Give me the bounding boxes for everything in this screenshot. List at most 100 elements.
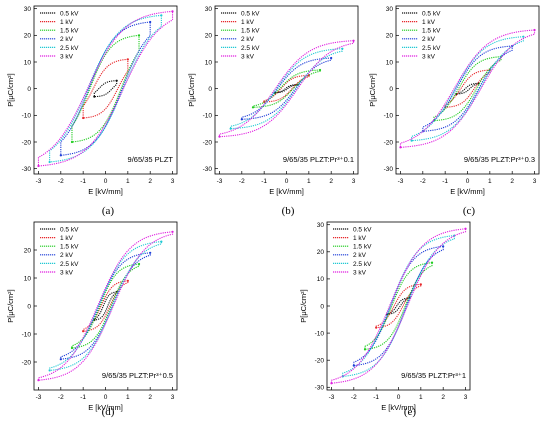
plot-frame [326,221,471,391]
legend-label: 2.5 kV [422,45,441,52]
series-loop-2_5-kV [342,234,455,378]
series-loop-1_5-kV [433,56,502,122]
chart-panel-e: -3 -2 -1 0 1 2 3 -30 -20 -10 0 10 20 30 E [kV/mm] P[μC/… [297,216,475,420]
plot-frame [33,221,178,391]
y-tick-label: -30 [203,166,213,173]
legend-label: 1.5 kV [60,244,79,251]
series-tip-point [126,279,129,282]
legend-label: 1 kV [60,19,74,26]
series-tip-point [171,230,174,233]
legend-label: 1.5 kV [241,28,260,35]
y-tick-label: 30 [205,6,213,13]
series-loop-2-kV [353,245,444,367]
y-tick-label: 20 [24,247,32,254]
legend-label: 2 kV [241,36,255,43]
series-loop-3-kV [37,231,174,381]
y-tick-label: -20 [22,359,32,366]
series-tip-point [430,261,434,264]
x-tick-label: 1 [126,178,130,185]
series-tip-point [37,379,40,382]
series-tip-point [522,35,525,38]
y-axis-label: P[μC/cm²] [299,289,308,323]
legend-label: 1 kV [241,19,255,26]
legend-label: 2 kV [60,36,74,43]
y-tick-label: 20 [24,33,32,40]
series-tip-point [218,135,221,138]
legend-label: 0.5 kV [353,226,372,233]
x-tick-label: 1 [307,178,311,185]
x-axis-label: E [kV/mm] [381,403,416,412]
series-loop-3-kV [37,10,174,167]
x-tick-label: -2 [58,178,64,185]
y-tick-label: -10 [22,331,32,338]
panel-label-c: (c) [462,205,476,217]
series-loop-2-kV [241,57,332,120]
series-tip-point [59,358,62,361]
x-tick-label: -2 [58,394,64,401]
x-tick-label: 1 [419,394,423,401]
y-tick-label: -30 [384,166,394,173]
x-tick-label: -1 [80,394,86,401]
y-tick-label: 20 [386,33,394,40]
series-tip-point [363,348,367,351]
chart-panel-a: -3 -2 -1 0 1 2 3 -30 -20 -10 0 10 20 30 E [kV/mm] P[μC/… [4,0,182,204]
y-tick-label: 10 [24,59,32,66]
series-loop-3-kV [330,228,467,384]
panel-label-a: (a) [101,205,115,217]
legend-label: 2.5 kV [353,261,372,268]
y-axis-label: P[μC/cm²] [6,73,15,107]
sample-annotation: 9/65/35 PLZT:Pr³⁺0.3 [464,155,535,164]
series-loop-2-kV [60,252,151,360]
series-loop-0_5-kV [93,80,118,98]
series-loop-1-kV [82,58,129,119]
x-tick-label: 3 [533,178,537,185]
y-tick-label: -20 [22,139,32,146]
x-tick-label: -3 [217,178,223,185]
series-tip-point [48,160,51,164]
y-tick-label: -20 [203,139,213,146]
panel-label-b: (b) [281,205,295,217]
x-tick-label: -1 [80,178,86,185]
series-tip-point [419,283,422,286]
series-loop-0_5-kV [386,297,411,315]
y-tick-label: 20 [317,249,325,256]
series-loop-1_5-kV [364,262,433,350]
series-tip-point [160,14,163,17]
y-tick-label: 10 [317,276,325,283]
legend-label: 3 kV [60,269,74,276]
y-tick-label: 10 [386,59,394,66]
series-tip-point [82,330,85,333]
series-loop-2_5-kV [411,36,524,142]
series-tip-point [464,227,467,230]
legend-label: 2.5 kV [241,45,260,52]
x-tick-label: 0 [104,394,108,401]
series-loop-1-kV [263,74,310,103]
x-tick-label: -3 [329,394,335,401]
series-tip-point [126,58,129,61]
series-tip-point [149,251,152,254]
legend-label: 2.5 kV [60,45,79,52]
series-tip-point [410,139,413,142]
chart-panel-c: -3 -2 -1 0 1 2 3 -30 -20 -10 0 10 20 30 E [kV/mm] P[μC/… [366,0,544,204]
x-tick-label: -2 [239,178,245,185]
series-tip-point [330,56,333,60]
x-tick-label: 0 [104,178,108,185]
y-tick-label: 0 [208,86,212,93]
y-tick-label: 30 [386,6,394,13]
x-tick-label: -3 [36,178,42,185]
y-tick-label: -10 [315,330,325,337]
sample-annotation: 9/65/35 PLZT:Pr³⁺0.1 [283,155,354,164]
y-tick-label: -20 [384,139,394,146]
x-axis-label: E [kV/mm] [88,187,123,196]
legend-label: 2 kV [60,252,74,259]
y-tick-label: -10 [384,113,394,120]
series-tip-point [82,116,85,120]
y-tick-label: 10 [24,275,32,282]
y-tick-label: 0 [27,303,31,310]
series-tip-point [37,164,40,168]
series-tip-point [352,364,355,367]
panel-label-e: (e) [403,406,417,418]
series-tip-point [149,20,152,24]
